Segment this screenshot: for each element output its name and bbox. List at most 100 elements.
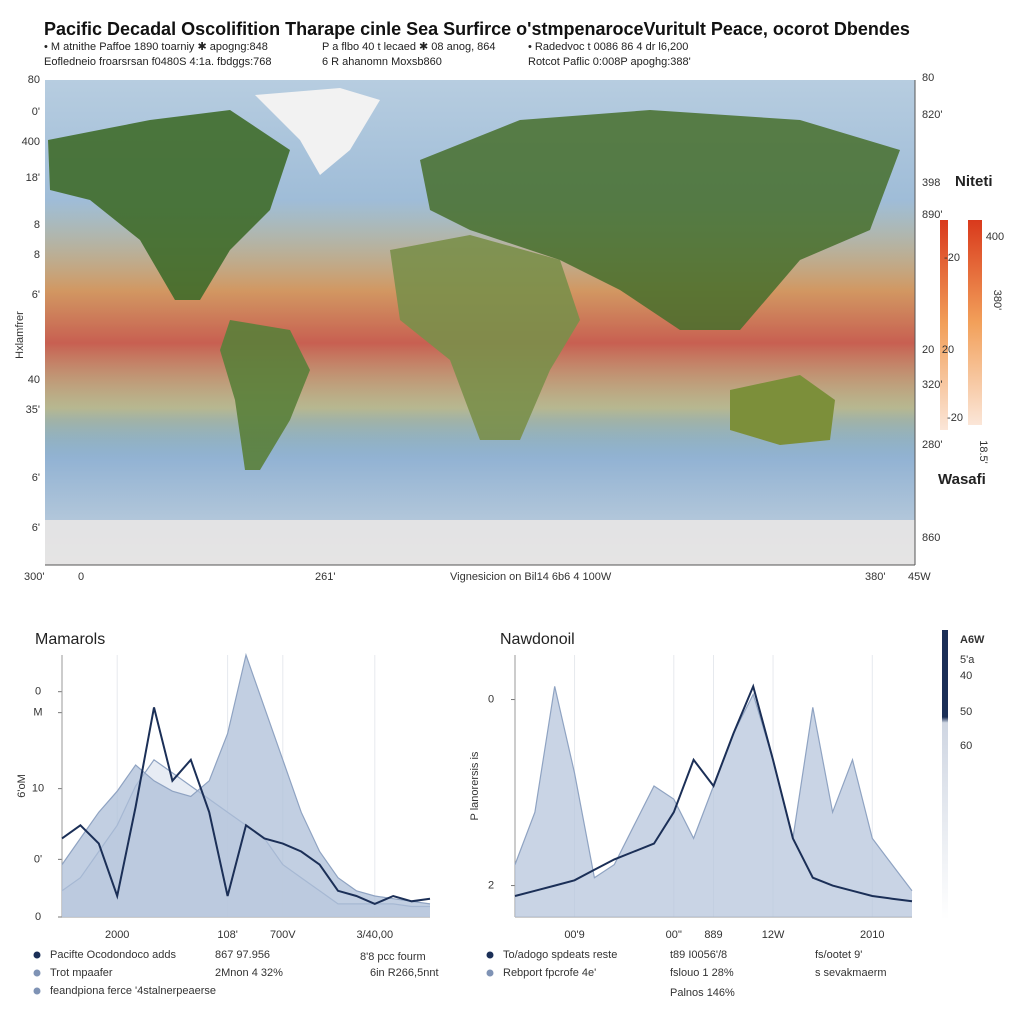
legend-title: Wasafi [938, 471, 986, 488]
area [515, 686, 912, 917]
subtitle: • Radedvoc t 0086 86 4 dr l6,200 [528, 41, 688, 53]
x-tick-label: 2010 [860, 929, 884, 941]
scale-label: 50 [960, 706, 972, 718]
map-lat-label: 8 [34, 219, 40, 231]
colorbar-label: -20 [944, 252, 960, 264]
x-tick-label: 12W [762, 929, 785, 941]
annotation: 2Mnon 4 32% [215, 967, 283, 979]
colorbar [940, 220, 948, 430]
annotation: 8'8 pcc fourm [360, 951, 426, 963]
x-tick-label: 00'9 [564, 929, 584, 941]
continent [255, 88, 380, 175]
scale-label: A6W [960, 634, 985, 646]
chart-title: Nawdonoil [500, 631, 575, 648]
legend-swatch [33, 969, 41, 977]
legend-label: Rebport fpcrofe 4e' [503, 967, 596, 979]
y-tick-label: 0 [488, 693, 494, 705]
continent [730, 375, 835, 445]
page-title: Pacific Decadal Oscolifition Tharape cin… [44, 19, 910, 39]
continent [420, 110, 900, 330]
map-lat-label: 820' [922, 109, 942, 121]
map-lat-label: 18' [26, 172, 40, 184]
annotation: s sevakmaerm [815, 967, 887, 979]
annotation: Palnos 146% [670, 987, 735, 999]
x-tick-label: 889 [704, 929, 722, 941]
continent [390, 235, 580, 440]
chart-title: Mamarols [35, 631, 105, 648]
colorbar-label: 18.5' [977, 440, 989, 464]
x-tick-label: 00'' [666, 929, 682, 941]
legend-title: Niteti [955, 173, 993, 190]
colorbar-label: 400 [986, 231, 1004, 243]
subtitle: P a flbo 40 t lecaed ✱ 08 anog, 864 [322, 41, 496, 53]
map-axis-title: Hxlamfrer [14, 311, 26, 359]
map-lat-label: 6' [32, 522, 40, 534]
y-tick-label: 2 [488, 879, 494, 891]
x-tick-label: 108' [217, 929, 237, 941]
map-lat-label: 8 [34, 249, 40, 261]
color-scale [942, 630, 948, 920]
annotation: t89 I0056'/8 [670, 949, 727, 961]
map-lat-label: 6' [32, 289, 40, 301]
y-tick-label: 0' [34, 853, 42, 865]
map-lat-label: 80 [28, 74, 40, 86]
y-tick-label: 0 [35, 911, 41, 923]
map-lat-label: 0' [32, 106, 40, 118]
area-edge [61, 652, 431, 905]
y-axis-title: P lanorersis is [469, 751, 481, 820]
map-lat-label: 35' [26, 404, 40, 416]
antarctica [45, 520, 915, 565]
y-tick-label: 0 [35, 686, 41, 698]
y-tick-label: 10 [32, 783, 44, 795]
colorbar-label: -20 [947, 412, 963, 424]
map-lat-label: 400 [22, 136, 40, 148]
scale-label: 5'a [960, 654, 975, 666]
legend-swatch [33, 987, 41, 995]
line [514, 683, 913, 903]
map-lon-label: Vignesicion on Bil14 6b6 4 100W [450, 571, 612, 583]
map-lat-label: 890' [922, 209, 942, 221]
map-lat-label: 40 [28, 374, 40, 386]
legend-label: feandpiona ferce '4stalnerpeaerse [50, 985, 216, 997]
map-lat-label: 860 [922, 532, 940, 544]
map-lat-label: 6' [32, 472, 40, 484]
annotation: 6in R266,5nnt [370, 967, 439, 979]
scale-label: 60 [960, 740, 972, 752]
map [45, 80, 916, 566]
subtitle: Rotcot Paflic 0:008P apoghg:388' [528, 56, 691, 68]
map-lon-label: 300' [24, 571, 44, 583]
legend-label: Pacifte Ocodondoco adds [50, 949, 176, 961]
map-lon-label: 380' [865, 571, 885, 583]
area [62, 655, 430, 917]
line [61, 707, 431, 905]
continent [220, 320, 310, 470]
annotation: fs/ootet 9' [815, 949, 862, 961]
legend-swatch [486, 951, 494, 959]
subtitle: Eofledneio froarsrsan f0480S 4:1a. fbdgg… [44, 56, 272, 68]
annotation: fslouo 1 28% [670, 967, 734, 979]
subtitle: 6 R ahanomn Moxsb860 [322, 56, 442, 68]
map-lat-label: 280' [922, 439, 942, 451]
legend-swatch [33, 951, 41, 959]
map-lon-label: 45W [908, 571, 931, 583]
colorbar-label: 20 [942, 344, 954, 356]
x-tick-label: 3/40,00 [356, 929, 393, 941]
legend-label: Trot mpaafer [50, 967, 113, 979]
x-tick-label: 2000 [105, 929, 129, 941]
map-lat-label: 80 [922, 72, 934, 84]
legend-swatch [486, 969, 494, 977]
legend-label: To/adogo spdeats reste [503, 949, 617, 961]
map-lat-label: 398 [922, 177, 940, 189]
continent [48, 110, 290, 300]
y-axis-title: 6'oM [16, 774, 28, 798]
colorbar-label: 380' [991, 290, 1003, 310]
colorbar [968, 220, 982, 425]
map-lon-label: 0 [78, 571, 84, 583]
subtitle: • M atnithe Paffoe 1890 toarniy ✱ apogng… [44, 41, 268, 53]
map-lat-label: 20 [922, 344, 934, 356]
map-lat-label: 320' [922, 379, 942, 391]
scale-label: 40 [960, 670, 972, 682]
colorbars [940, 220, 982, 430]
annotation: 867 97.956 [215, 949, 270, 961]
